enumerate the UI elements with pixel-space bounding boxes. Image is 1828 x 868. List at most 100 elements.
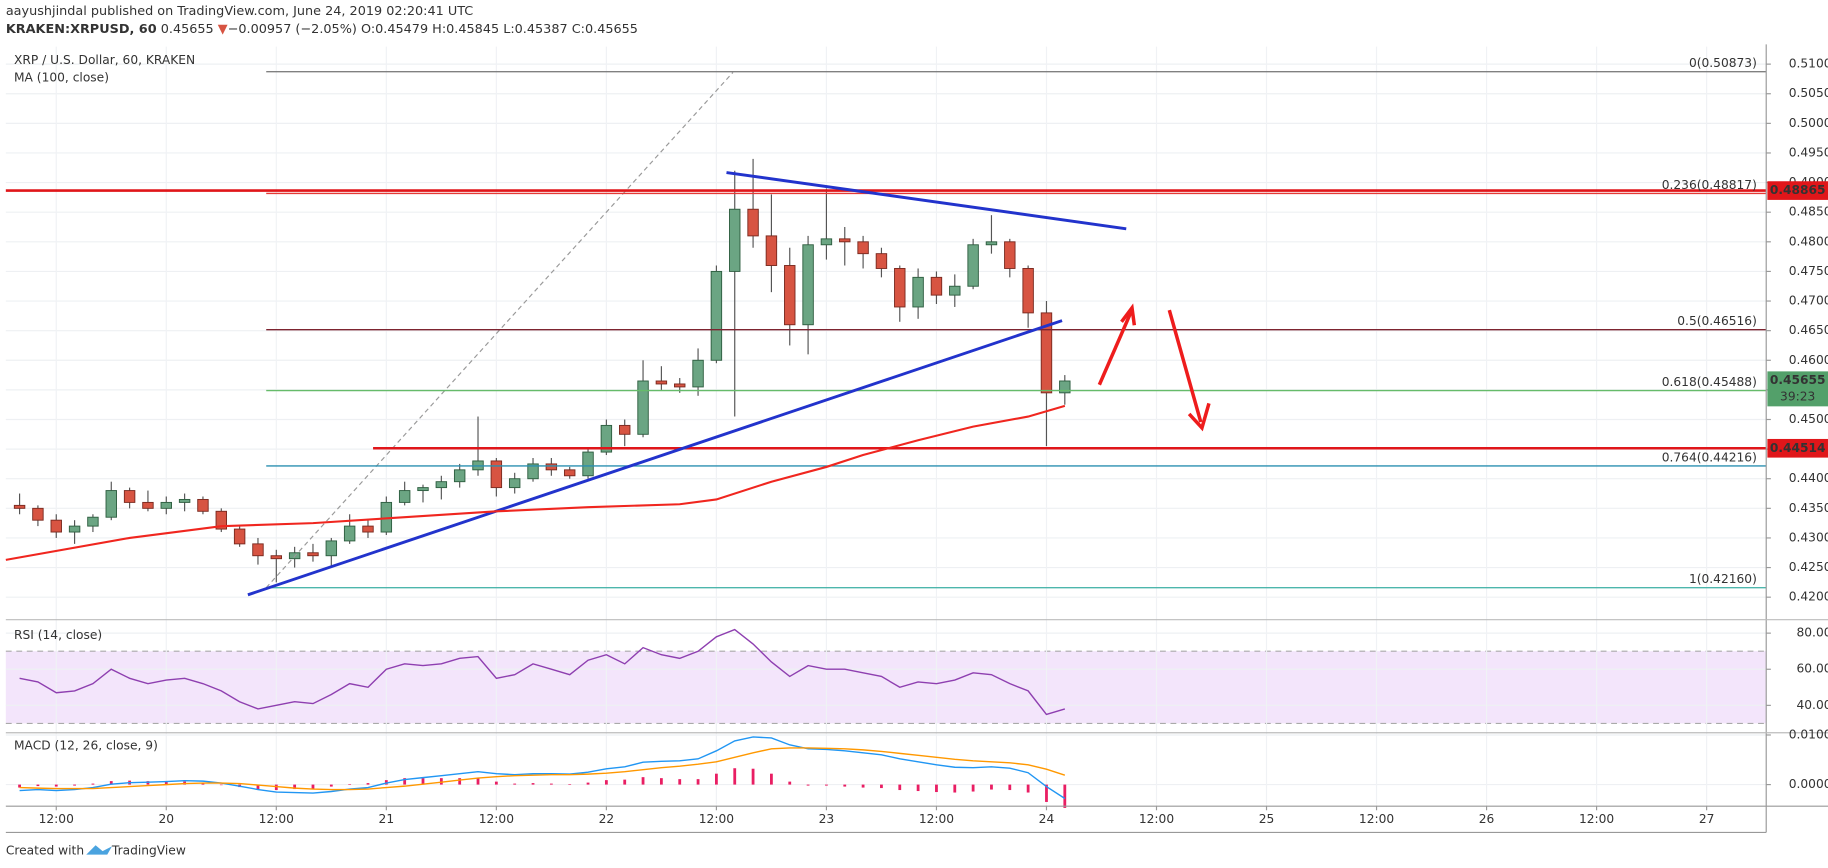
candle-body bbox=[1004, 241, 1016, 269]
y-tick-label: 0.01000 bbox=[1789, 727, 1828, 741]
y-tick-label: 0.45000 bbox=[1789, 412, 1828, 426]
candle-body bbox=[967, 244, 979, 287]
macd-histogram bbox=[696, 779, 700, 785]
fib-label: 0.764(0.44216) bbox=[1662, 450, 1757, 464]
macd-histogram bbox=[751, 768, 755, 785]
macd-histogram bbox=[384, 780, 388, 785]
macd-histogram bbox=[293, 784, 297, 790]
candle-body bbox=[435, 481, 448, 489]
macd-histogram bbox=[843, 784, 847, 787]
macd-histogram bbox=[604, 780, 608, 785]
candle-body bbox=[655, 380, 668, 385]
x-tick-label: 12:00 bbox=[1359, 812, 1394, 826]
y-tick-label: 0.47500 bbox=[1789, 264, 1828, 278]
y-tick-label: 0.47000 bbox=[1789, 294, 1828, 308]
x-tick-label: 21 bbox=[379, 812, 395, 826]
macd-histogram bbox=[421, 778, 425, 785]
x-tick-label: 12:00 bbox=[479, 812, 514, 826]
x-tick-label: 12:00 bbox=[919, 812, 954, 826]
change-arrow: ▼ bbox=[218, 22, 228, 37]
fib-label: 0.5(0.46516) bbox=[1677, 314, 1757, 328]
x-tick-label: 23 bbox=[819, 812, 835, 826]
candle-body bbox=[527, 463, 539, 480]
macd-histogram bbox=[990, 784, 993, 790]
fib-label: 1(0.42160) bbox=[1689, 572, 1757, 586]
macd-histogram bbox=[36, 784, 40, 787]
forecast-arrows bbox=[1097, 303, 1211, 432]
macd-histogram bbox=[73, 784, 76, 786]
macd-histogram bbox=[880, 784, 883, 789]
x-tick-label: 27 bbox=[1699, 812, 1715, 826]
candle-body bbox=[912, 276, 924, 308]
moving-average bbox=[5, 404, 1066, 561]
candle-body bbox=[215, 510, 228, 530]
candle-body bbox=[765, 235, 778, 266]
macd-histogram bbox=[531, 783, 535, 785]
candle-body bbox=[875, 253, 888, 269]
macd-histogram bbox=[458, 778, 462, 785]
macd-histogram bbox=[770, 773, 773, 785]
candle-body bbox=[50, 519, 62, 533]
candle-body bbox=[545, 463, 558, 471]
macd-histogram bbox=[568, 784, 572, 785]
arrow-up bbox=[1097, 311, 1133, 386]
last-price-label: 0.45655 bbox=[1770, 373, 1826, 387]
y-tick-label: 0.46500 bbox=[1789, 323, 1828, 337]
macd-histogram bbox=[806, 784, 810, 786]
candle-body bbox=[894, 267, 906, 308]
y-tick-label: 0.48000 bbox=[1789, 234, 1828, 248]
price-line-label: 0.48865 bbox=[1770, 183, 1826, 197]
y-tick-label: 0.42000 bbox=[1789, 590, 1828, 604]
fib-label: 0.618(0.45488) bbox=[1662, 375, 1757, 389]
candle-body bbox=[802, 244, 814, 326]
macd-histogram bbox=[788, 781, 792, 785]
candle-body bbox=[252, 543, 264, 557]
fib-diagonal bbox=[265, 72, 734, 589]
macd-histogram bbox=[549, 783, 553, 785]
footer-brand[interactable]: TradingView bbox=[111, 844, 186, 858]
candle-body bbox=[417, 487, 429, 492]
macd-histogram bbox=[54, 784, 58, 787]
y-tick-label: 80.00 bbox=[1796, 626, 1828, 640]
candle-body bbox=[123, 490, 136, 503]
y-tick-label: 0.43500 bbox=[1789, 501, 1828, 515]
macd-histogram bbox=[256, 784, 260, 790]
macd-histogram bbox=[861, 784, 865, 788]
macd-histogram bbox=[916, 784, 920, 792]
candle-body bbox=[32, 507, 44, 521]
macd-histogram bbox=[91, 783, 95, 785]
candle-body bbox=[13, 504, 26, 509]
macd-histogram bbox=[18, 784, 21, 788]
last-price-header: 0.45655 bbox=[161, 22, 214, 37]
candle-body bbox=[68, 525, 81, 533]
macd-histogram bbox=[1063, 784, 1067, 808]
macd-histogram bbox=[715, 773, 718, 785]
price-line-label: 0.44514 bbox=[1770, 441, 1826, 455]
arrow-head bbox=[1120, 303, 1137, 326]
trendline bbox=[247, 319, 1063, 597]
macd-histogram bbox=[494, 781, 498, 785]
panel-title: XRP / U.S. Dollar, 60, KRAKEN bbox=[14, 53, 195, 67]
macd-histogram bbox=[1008, 784, 1012, 791]
candle-body bbox=[197, 498, 209, 512]
macd-histogram bbox=[659, 778, 663, 785]
brand-logo bbox=[86, 845, 112, 855]
candle-body bbox=[453, 469, 466, 483]
candle-body bbox=[729, 208, 741, 272]
y-tick-label: 0.43000 bbox=[1789, 530, 1828, 544]
candle-body bbox=[820, 238, 833, 246]
macd-histogram bbox=[1045, 784, 1048, 802]
macd-line bbox=[19, 747, 1066, 791]
candle-body bbox=[985, 241, 998, 246]
macd-histogram bbox=[953, 784, 957, 793]
x-tick-label: 20 bbox=[158, 812, 174, 826]
arrow-head bbox=[1187, 402, 1211, 432]
trendline bbox=[726, 171, 1127, 231]
macd-histogram bbox=[513, 783, 517, 785]
macd-histogram bbox=[311, 784, 315, 789]
candle-body bbox=[949, 285, 961, 296]
macd-histogram bbox=[623, 779, 627, 785]
macd-histogram bbox=[439, 778, 443, 785]
candle-body bbox=[747, 208, 759, 237]
